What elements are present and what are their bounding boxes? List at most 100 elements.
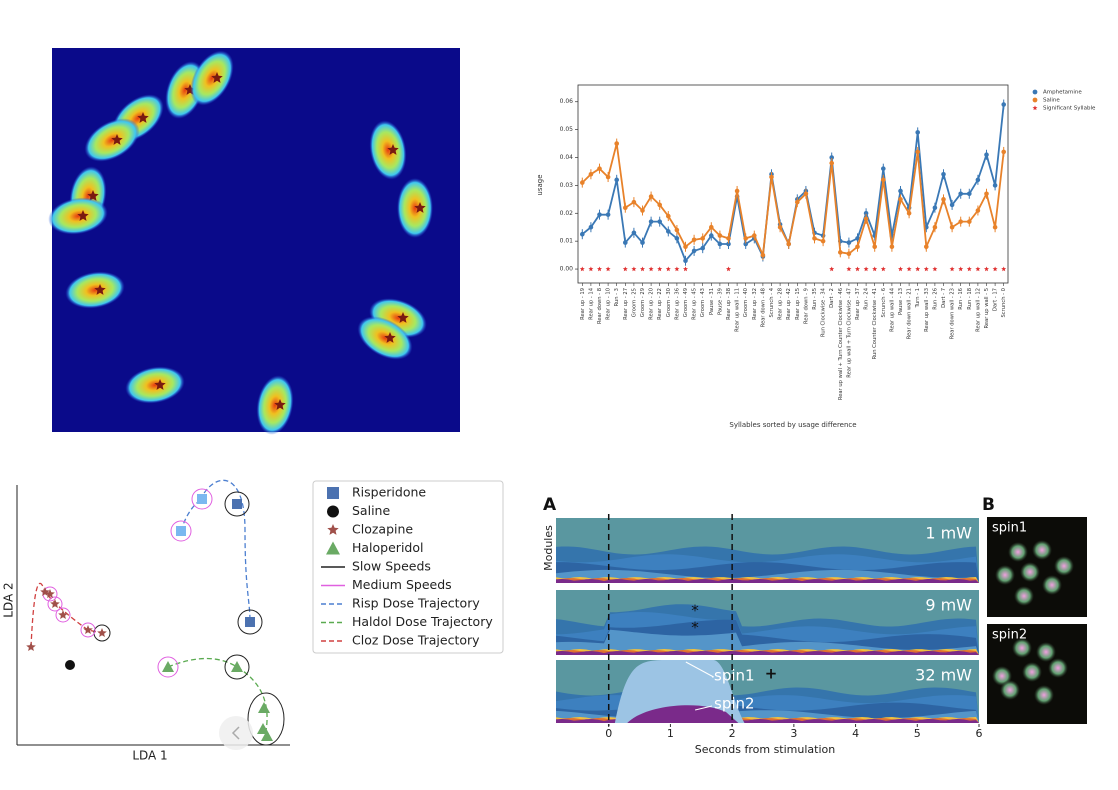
series-point — [992, 183, 998, 188]
x-tick-label: Turn - 1 — [915, 288, 921, 308]
clozapine-point — [97, 628, 107, 637]
x-tick-label: Rear up - 14 — [588, 287, 594, 320]
y-tick-label: 0.01 — [560, 238, 574, 245]
clozapine-point — [26, 642, 36, 651]
haloperidol-point — [257, 723, 269, 734]
haldol-trajectory — [167, 657, 268, 737]
x-tick-label: Scrunch - 0 — [1001, 288, 1007, 317]
series-point — [967, 191, 972, 197]
significance-star — [872, 266, 878, 272]
x-tick-label: Groom - 25 — [631, 288, 637, 317]
series-point — [949, 202, 955, 208]
risperidone-point — [232, 499, 242, 509]
series-point — [872, 244, 877, 250]
significance-star — [906, 266, 912, 272]
x-tick-label: Rear up wall + Turn Counter Clockwise - … — [838, 288, 844, 400]
spin2-stream — [627, 705, 739, 723]
x-tick-label: Rear up wall - 33 — [924, 288, 930, 332]
legend-label: Significant Syllable — [1043, 106, 1096, 112]
significance-star — [984, 266, 989, 272]
mouse-centroid — [414, 202, 426, 213]
significance-star — [622, 266, 628, 272]
spin-cell — [1034, 685, 1054, 705]
row-label: 1 mW — [925, 524, 972, 543]
significance-star — [855, 266, 860, 272]
haloperidol-point — [261, 730, 273, 741]
significance-star — [683, 266, 688, 272]
mouse-centroid — [94, 284, 106, 295]
x-tick-label: Rear up wall - 12 — [975, 288, 981, 332]
clozapine-point — [40, 587, 50, 596]
series-point — [881, 166, 886, 171]
significance-star — [579, 266, 585, 272]
x-tick-label: Rear up - 22 — [657, 288, 663, 320]
carousel-button-bg — [219, 716, 253, 750]
x-tick-label: Run - 3 — [614, 288, 620, 306]
x-tick-label: Rear up - 28 — [778, 288, 784, 320]
mouse-heat-blob — [65, 271, 125, 309]
x-tick-label: Rear up - 10 — [606, 288, 612, 320]
series-point — [648, 219, 654, 224]
x-tick-label: Rear down - 8 — [597, 288, 603, 324]
series-point — [726, 241, 731, 247]
series-point — [846, 251, 852, 257]
series-point — [941, 171, 946, 177]
significance-star — [898, 266, 903, 272]
mouse-centroid — [111, 134, 123, 145]
x-tick-label: Rear up wall + Turn Clockwise - 47 — [846, 288, 852, 378]
legend-marker — [327, 524, 339, 535]
mouse-heat-blob — [256, 375, 294, 435]
series-point — [846, 240, 852, 245]
haloperidol-point — [258, 702, 270, 713]
mouse-heat-blob — [397, 178, 433, 238]
mouse-heat-blob — [125, 366, 185, 404]
series-point — [915, 149, 920, 155]
x-tick-label: Rear up - 37 — [855, 288, 861, 320]
series-point — [717, 233, 723, 238]
series-point — [924, 244, 929, 250]
speed-ring — [224, 654, 250, 680]
series-point — [631, 230, 637, 236]
y-tick-label: 0.00 — [560, 266, 574, 273]
legend-label: Haloperidol — [352, 540, 423, 555]
stream-layer — [556, 629, 979, 655]
series-point — [829, 160, 834, 166]
significance-star — [1001, 266, 1007, 272]
x-tick-label: Rear down wall - 21 — [907, 288, 913, 339]
lda-legend-box — [312, 480, 504, 654]
series-point — [709, 224, 714, 230]
x-tick-label: Rear down - 9 — [803, 288, 809, 324]
series-point — [838, 250, 843, 255]
mouse-centroid — [397, 312, 409, 323]
series-point — [597, 166, 602, 171]
series-point — [648, 194, 654, 199]
clozapine-point — [50, 599, 60, 608]
x-tick-label: Pause - 31 — [709, 288, 715, 315]
x-tick-label: Run - 16 — [958, 288, 964, 310]
spin-cell — [1032, 540, 1052, 560]
series-point — [691, 248, 697, 254]
series-point — [803, 191, 809, 197]
x-tick-label: 6 — [976, 727, 983, 740]
series-point — [777, 224, 783, 230]
cloz-trajectory — [30, 582, 103, 648]
spin-cell — [1014, 586, 1034, 606]
legend-label: Amphetamine — [1043, 90, 1082, 96]
series-point — [614, 177, 619, 183]
speed-ring — [157, 656, 179, 678]
spin-cell — [1020, 562, 1040, 582]
legend-label: Risp Dose Trajectory — [352, 596, 480, 611]
x-tick-label: Rear up - 27 — [623, 288, 629, 320]
carousel-prev-button[interactable] — [219, 716, 253, 750]
spin-cell — [1008, 542, 1028, 562]
mouse-centroid — [137, 112, 149, 123]
stream-base-layer — [556, 579, 979, 583]
speed-ring — [55, 607, 71, 623]
significance-star — [846, 266, 852, 272]
legend-marker — [326, 541, 340, 555]
significance-star — [932, 266, 938, 272]
x-tick-label: 0 — [605, 727, 612, 740]
series-point — [623, 240, 628, 245]
saline-point — [65, 660, 75, 670]
mouse-centroid — [154, 379, 166, 390]
